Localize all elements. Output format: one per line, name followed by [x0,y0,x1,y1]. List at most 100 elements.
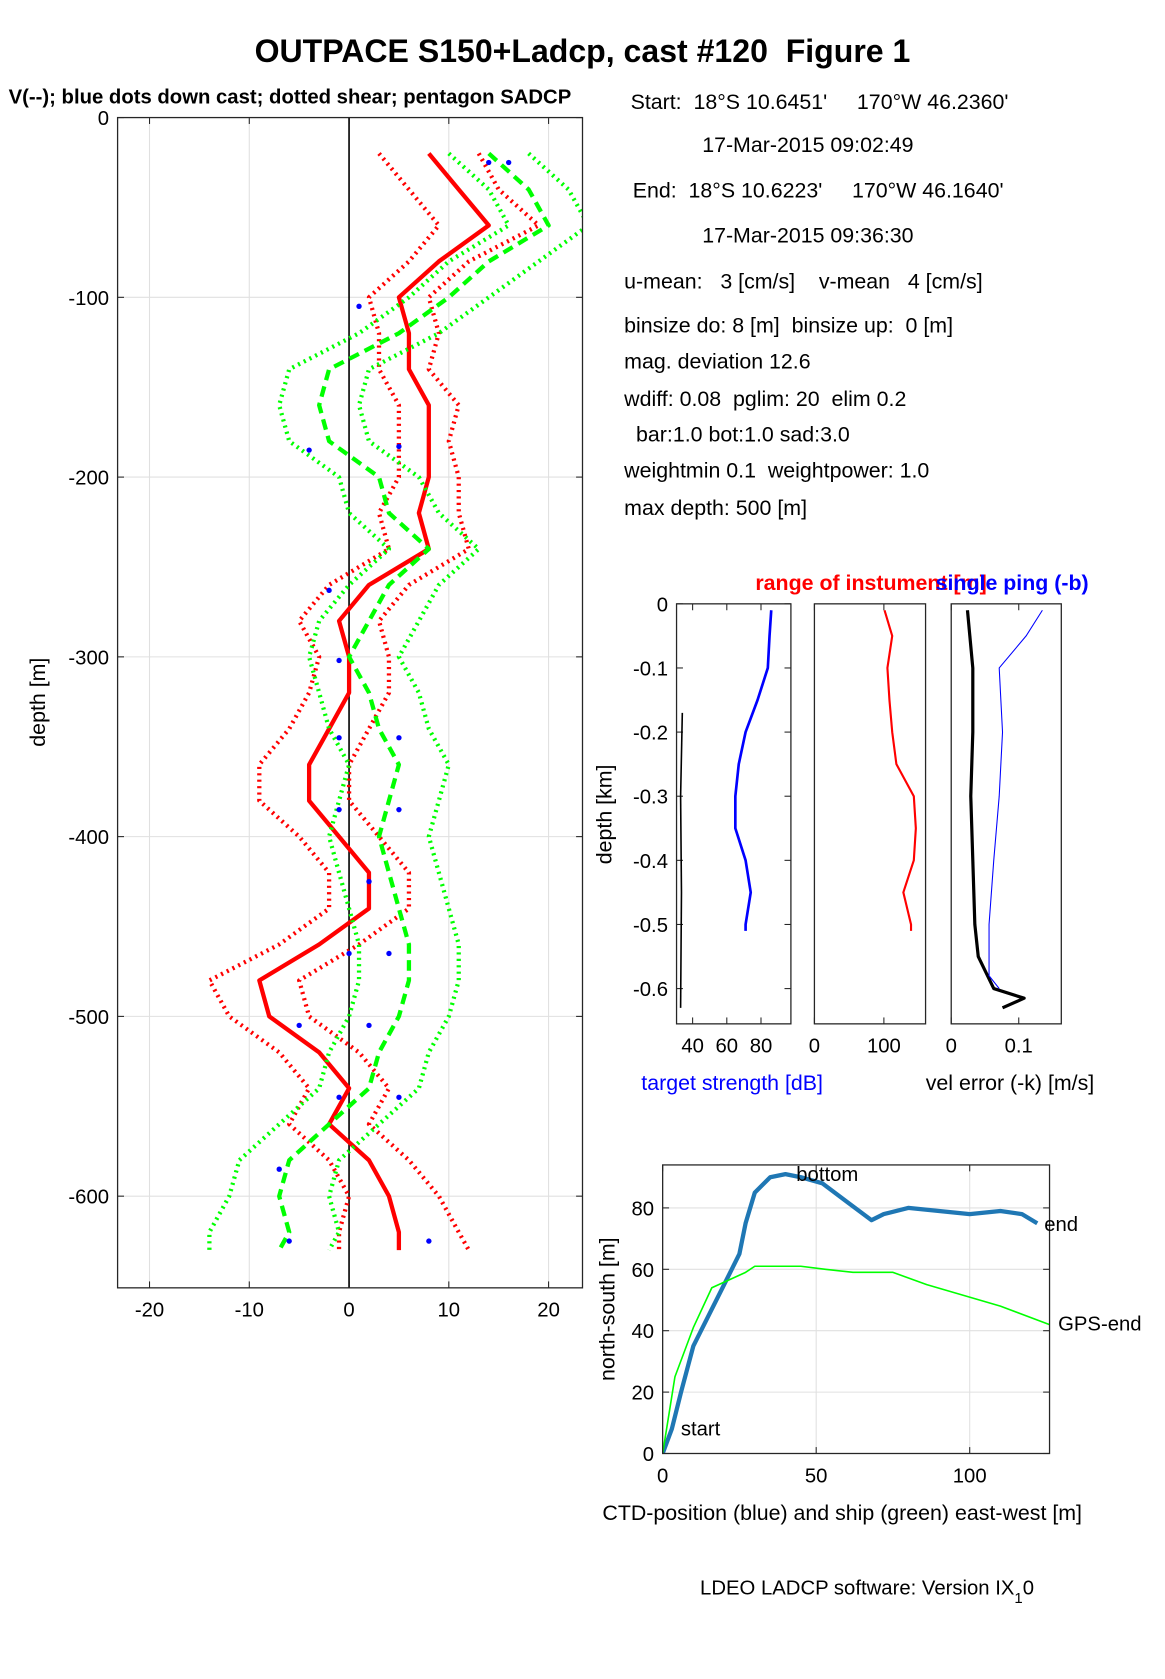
axes-background [117,117,583,1288]
info-line: bar:1.0 bot:1.0 sad:3.0 [624,422,850,446]
y-tick-label: -0.2 [633,723,668,745]
down-cast-dot [396,735,402,741]
down-cast-dot [336,735,342,741]
x-tick-label: 0.1 [1005,1036,1033,1058]
profile-line [883,609,917,931]
info-line: mag. deviation 12.6 [624,350,810,374]
x-tick-label: 80 [750,1036,773,1058]
profile-line [257,152,491,1251]
down-cast-dot [276,1166,282,1172]
down-cast-dot [386,950,392,957]
panel-title: range of instument [m] [755,571,986,595]
y-tick-label: -300 [68,647,109,669]
x-tick-label: 20 [537,1300,560,1322]
y-tick-label: 20 [632,1383,655,1405]
axes-frame [662,1164,1051,1455]
y-tick-label: -200 [68,468,109,490]
y-axis-label: depth [m] [26,658,50,747]
plot-area [965,609,1043,1010]
y-tick-label: -100 [68,288,109,310]
down-cast-dot [346,950,352,957]
down-cast-dot [306,447,312,453]
x-tick-label: 100 [953,1465,987,1487]
plot-area [207,117,583,1288]
footer-sub: 1 [1014,1590,1022,1607]
info-line: 17-Mar-2015 09:36:30 [702,224,913,248]
down-cast-dot [396,806,402,813]
down-cast-dot [506,159,512,166]
track-annotation: bottom [796,1164,858,1186]
y-tick-label: -500 [68,1007,109,1029]
x-tick-label: 100 [867,1036,901,1058]
down-cast-dot [366,878,372,885]
panel-title: single ping (-b) [936,571,1089,595]
x-tick-label: 50 [805,1465,828,1487]
axes-frame [116,116,584,1289]
info-line: Start: 18°S 10.6451' 170°W 46.2360' [631,90,1009,114]
down-cast-dot [486,159,492,166]
subtitle: V(--); blue dots down cast; dotted shear… [9,87,572,109]
info-line: weightmin 0.1 weightpower: 1.0 [623,459,929,483]
y-tick-label: 0 [657,594,668,616]
down-cast-dot [326,587,332,594]
profile-line [679,712,684,1008]
down-cast-dot [336,806,342,813]
info-line: 17-Mar-2015 09:02:49 [702,133,913,157]
down-cast-dot [396,1094,402,1100]
footer: LDEO LADCP software: Version IX10 [700,1578,1034,1608]
profile-line [207,152,441,1251]
track-line [662,1265,1050,1454]
y-axis-label: depth [km] [592,765,616,865]
y-tick-label: -400 [68,827,109,849]
info-line: max depth: 500 [m] [624,496,807,520]
y-tick-label: 0 [98,108,109,130]
y-tick-label: 0 [643,1444,654,1466]
x-tick-label: -20 [135,1300,164,1322]
y-tick-label: -0.4 [633,851,668,873]
y-tick-label: -0.1 [633,658,668,680]
down-cast-dot [336,657,342,664]
footer-suffix: 0 [1023,1578,1034,1600]
x-tick-label: -10 [235,1300,264,1322]
info-line: End: 18°S 10.6223' 170°W 46.1640' [633,179,1004,203]
profile-line [733,610,773,931]
track-annotation: end [1044,1214,1078,1236]
info-line: binsize do: 8 [m] binsize up: 0 [m] [624,313,953,337]
x-tick-label: 0 [809,1036,820,1058]
down-cast-dot [336,1094,342,1100]
info-line: u-mean: 3 [cm/s] v-mean 4 [cm/s] [624,270,982,294]
plot-area [679,610,773,1008]
down-cast-dot [366,1022,372,1029]
y-tick-label: -0.5 [633,915,668,937]
axes-frame [675,603,792,1025]
track-line [662,1171,1039,1454]
figure-title: OUTPACE S150+Ladcp, cast #120 Figure 1 [255,33,911,69]
track-annotation: GPS-end [1058,1314,1142,1336]
x-axis-label: CTD-position (blue) and ship (green) eas… [602,1501,1082,1525]
down-cast-dot [396,443,402,450]
x-tick-label: 40 [681,1036,704,1058]
down-cast-dot [296,1022,302,1029]
y-tick-label: 40 [632,1321,655,1343]
down-cast-dot [426,1238,432,1244]
x-tick-label: 60 [716,1036,739,1058]
plot-area [662,1171,1050,1454]
y-tick-label: -0.6 [633,979,668,1001]
y-axis-label: north-south [m] [596,1237,620,1381]
plot-area [883,609,917,931]
x-tick-label: 0 [657,1465,668,1487]
profile-line [988,609,1043,989]
x-tick-label: 0 [343,1300,354,1322]
x-axis-label: vel error (-k) [m/s] [926,1071,1095,1095]
profile-line [277,151,551,1252]
down-cast-dot [356,303,362,309]
y-tick-label: 60 [632,1260,655,1282]
axes-frame [813,603,927,1025]
footer-text: LDEO LADCP software: Version IX [700,1578,1015,1600]
profile-line [297,152,541,1252]
x-axis-label: target strength [dB] [641,1071,823,1095]
info-line: wdiff: 0.08 pglim: 20 elim 0.2 [623,387,906,411]
y-tick-label: 80 [632,1198,655,1220]
